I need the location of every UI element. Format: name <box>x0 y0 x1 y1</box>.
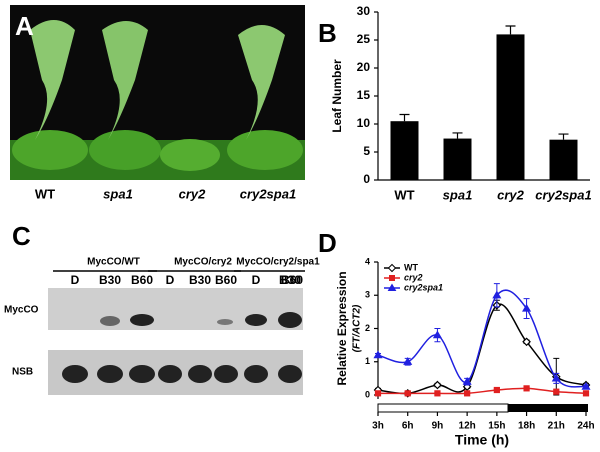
lane-label: B60 <box>281 273 303 287</box>
y-axis-label: Leaf Number <box>330 59 344 133</box>
y-tick-label: 10 <box>357 116 371 130</box>
x-tick-label: 6h <box>402 421 414 432</box>
lane-label: D <box>166 273 175 287</box>
bands <box>62 312 302 383</box>
group-title: MycCO/WT <box>87 257 140 268</box>
marker <box>464 390 471 397</box>
panel-label: D <box>318 228 337 258</box>
lane-label: B60 <box>215 273 237 287</box>
row-label: MycCO <box>4 305 39 316</box>
x-tick-label: cry2 <box>497 187 525 202</box>
y-axis-label: Relative Expression <box>335 271 349 385</box>
error-bar <box>399 113 410 122</box>
error-bar <box>505 25 516 35</box>
plant-photo: A <box>10 5 305 180</box>
genotype-label: spa1 <box>103 186 133 201</box>
x-tick-label: WT <box>394 187 414 202</box>
error-bar <box>452 132 463 139</box>
y-tick-label: 0 <box>363 172 370 186</box>
x-tick-label: 15h <box>488 421 505 432</box>
x-tick-label: 21h <box>548 421 565 432</box>
marker <box>581 381 591 390</box>
bar <box>390 121 419 180</box>
y-tick-label: 30 <box>357 4 371 18</box>
genotype-label: cry2spa1 <box>240 186 296 201</box>
bar <box>496 34 525 181</box>
x-tick-label: 3h <box>372 421 384 432</box>
marker <box>432 330 442 339</box>
group-title: MycCO/cry2/spa1 <box>236 257 320 268</box>
marker <box>551 373 561 382</box>
y-tick-label: 15 <box>357 88 371 102</box>
x-tick-label: 24h <box>577 421 594 432</box>
lane-label: B30 <box>279 273 301 287</box>
legend-marker <box>389 275 395 281</box>
x-tick-label: cry2spa1 <box>535 187 591 202</box>
y-tick-label: 2 <box>365 323 370 333</box>
y-tick-label: 20 <box>357 60 371 74</box>
marker <box>582 390 590 397</box>
x-axis-label: Time (h) <box>455 432 509 448</box>
blot <box>48 288 303 330</box>
marker <box>404 390 411 397</box>
y-tick-label: 4 <box>365 256 370 266</box>
y-tick-label: 1 <box>365 356 370 366</box>
marker <box>492 290 502 299</box>
legend-label: cry2 <box>404 272 423 282</box>
dark-period <box>508 404 588 412</box>
legend-marker <box>387 263 397 273</box>
marker <box>523 385 530 392</box>
marker <box>462 377 472 385</box>
genotype-label: cry2 <box>179 186 207 201</box>
marker <box>403 357 413 365</box>
marker <box>553 388 560 395</box>
marker <box>522 303 532 312</box>
x-tick-label: 12h <box>459 421 476 432</box>
marker <box>433 380 442 390</box>
marker <box>493 386 500 394</box>
lane-label: B30 <box>99 273 121 287</box>
x-tick-label: spa1 <box>443 187 473 202</box>
error-bar <box>558 133 569 140</box>
genotype-label: WT <box>35 186 55 201</box>
marker <box>522 337 531 347</box>
x-tick-label: 9h <box>432 421 444 432</box>
marker <box>434 390 441 397</box>
series-line <box>377 289 587 388</box>
lane-label: D <box>71 273 80 287</box>
y-axis-sublabel: (FT/ACT2) <box>352 304 363 352</box>
y-tick-label: 5 <box>363 144 370 158</box>
marker <box>374 390 382 397</box>
legend-label: cry2spa1 <box>404 282 443 292</box>
panel-label: A <box>15 11 34 41</box>
marker <box>373 350 383 359</box>
lane-label: B30 <box>189 273 211 287</box>
bar <box>549 139 578 180</box>
legend-marker <box>387 283 397 291</box>
light-period <box>377 403 509 413</box>
y-tick-label: 3 <box>365 290 370 300</box>
bar <box>443 138 472 180</box>
lane-label: B60 <box>131 273 153 287</box>
x-tick-label: 18h <box>518 421 535 432</box>
panel-label: B <box>318 18 337 48</box>
panel-label: C <box>12 221 31 251</box>
lane-label: D <box>252 273 261 287</box>
y-tick-label: 0 <box>365 389 370 399</box>
y-tick-label: 25 <box>357 32 371 46</box>
legend-label: WT <box>404 262 418 272</box>
row-label: NSB <box>12 367 33 378</box>
group-title: MycCO/cry2 <box>174 257 232 268</box>
